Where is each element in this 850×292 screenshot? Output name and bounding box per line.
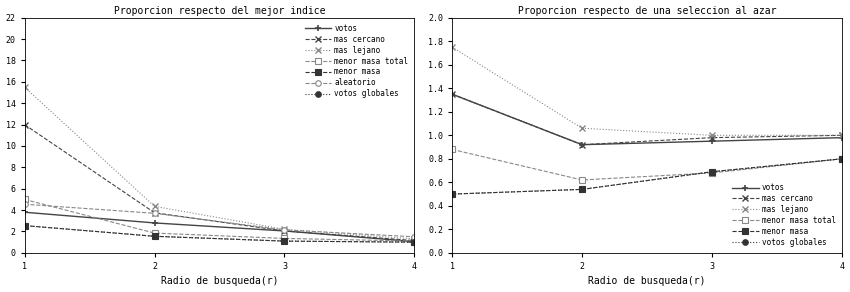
- X-axis label: Radio de busqueda(r): Radio de busqueda(r): [161, 277, 278, 286]
- Legend: votos, mas cercano, mas lejano, menor masa total, menor masa, aleatorio, votos g: votos, mas cercano, mas lejano, menor ma…: [303, 22, 411, 100]
- Title: Proporcion respecto del mejor indice: Proporcion respecto del mejor indice: [114, 6, 326, 15]
- Legend: votos, mas cercano, mas lejano, menor masa total, menor masa, votos globales: votos, mas cercano, mas lejano, menor ma…: [730, 181, 838, 249]
- Title: Proporcion respecto de una seleccion al azar: Proporcion respecto de una seleccion al …: [518, 6, 776, 15]
- X-axis label: Radio de busqueda(r): Radio de busqueda(r): [588, 277, 706, 286]
